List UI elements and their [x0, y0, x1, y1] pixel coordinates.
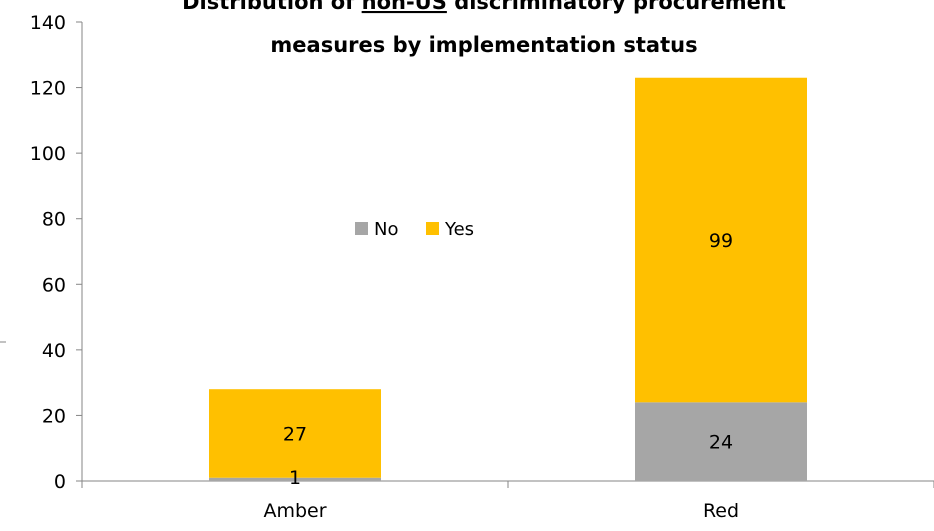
- legend-swatch-no: [355, 222, 368, 235]
- x-tick-group: Amber Red: [81, 481, 934, 522]
- data-label-yes-red: 99: [709, 230, 733, 252]
- y-tick-label: 40: [42, 340, 66, 362]
- bar-yes-amber: [209, 389, 381, 478]
- legend-label-yes: Yes: [444, 219, 474, 240]
- x-tick-label: Amber: [263, 500, 326, 522]
- y-tick-label: 100: [30, 143, 66, 165]
- bar-group: [209, 77, 807, 481]
- y-tick-label: 60: [42, 274, 66, 296]
- data-label-group: 1 27 24 99: [283, 230, 733, 489]
- bar-yes-red: [635, 77, 807, 403]
- y-tick-group: 0 20 40 60 80 100 120 140: [30, 12, 82, 493]
- data-label-no-amber: 1: [289, 467, 301, 489]
- x-tick-label: Red: [703, 500, 739, 522]
- bar-no-red: [635, 402, 807, 481]
- chart-title-line-2: measures by implementation status: [270, 33, 697, 57]
- y-tick-label: 140: [30, 12, 66, 34]
- y-tick-label: 80: [42, 209, 66, 231]
- chart-title-suffix: discriminatory procurement: [454, 0, 786, 14]
- chart-title-prefix: Distribution of: [182, 0, 362, 14]
- chart-title-line-1: Distribution of non-US discriminatory pr…: [182, 0, 786, 14]
- y-tick-label: 120: [30, 78, 66, 100]
- bar-no-amber: [209, 477, 381, 481]
- data-label-yes-amber: 27: [283, 423, 307, 445]
- legend-label-no: No: [374, 219, 398, 240]
- data-label-no-red: 24: [709, 432, 733, 454]
- legend: No Yes: [355, 219, 474, 240]
- y-tick-label: 0: [54, 471, 66, 493]
- legend-swatch-yes: [426, 222, 439, 235]
- y-tick-label: 20: [42, 405, 66, 427]
- chart-title-underlined: non-US: [362, 0, 447, 14]
